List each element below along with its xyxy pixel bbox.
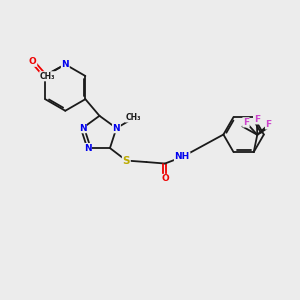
Text: N: N xyxy=(61,60,69,69)
Text: NH: NH xyxy=(175,152,190,161)
Text: N: N xyxy=(112,124,120,133)
Text: O: O xyxy=(161,175,169,184)
Text: N: N xyxy=(84,144,91,153)
Text: CH₃: CH₃ xyxy=(125,113,141,122)
Text: CH₃: CH₃ xyxy=(40,72,55,81)
Text: N: N xyxy=(79,124,86,133)
Text: F: F xyxy=(243,118,249,127)
Text: F: F xyxy=(266,120,272,129)
Text: O: O xyxy=(29,57,37,66)
Text: S: S xyxy=(123,156,130,166)
Text: F: F xyxy=(254,115,260,124)
